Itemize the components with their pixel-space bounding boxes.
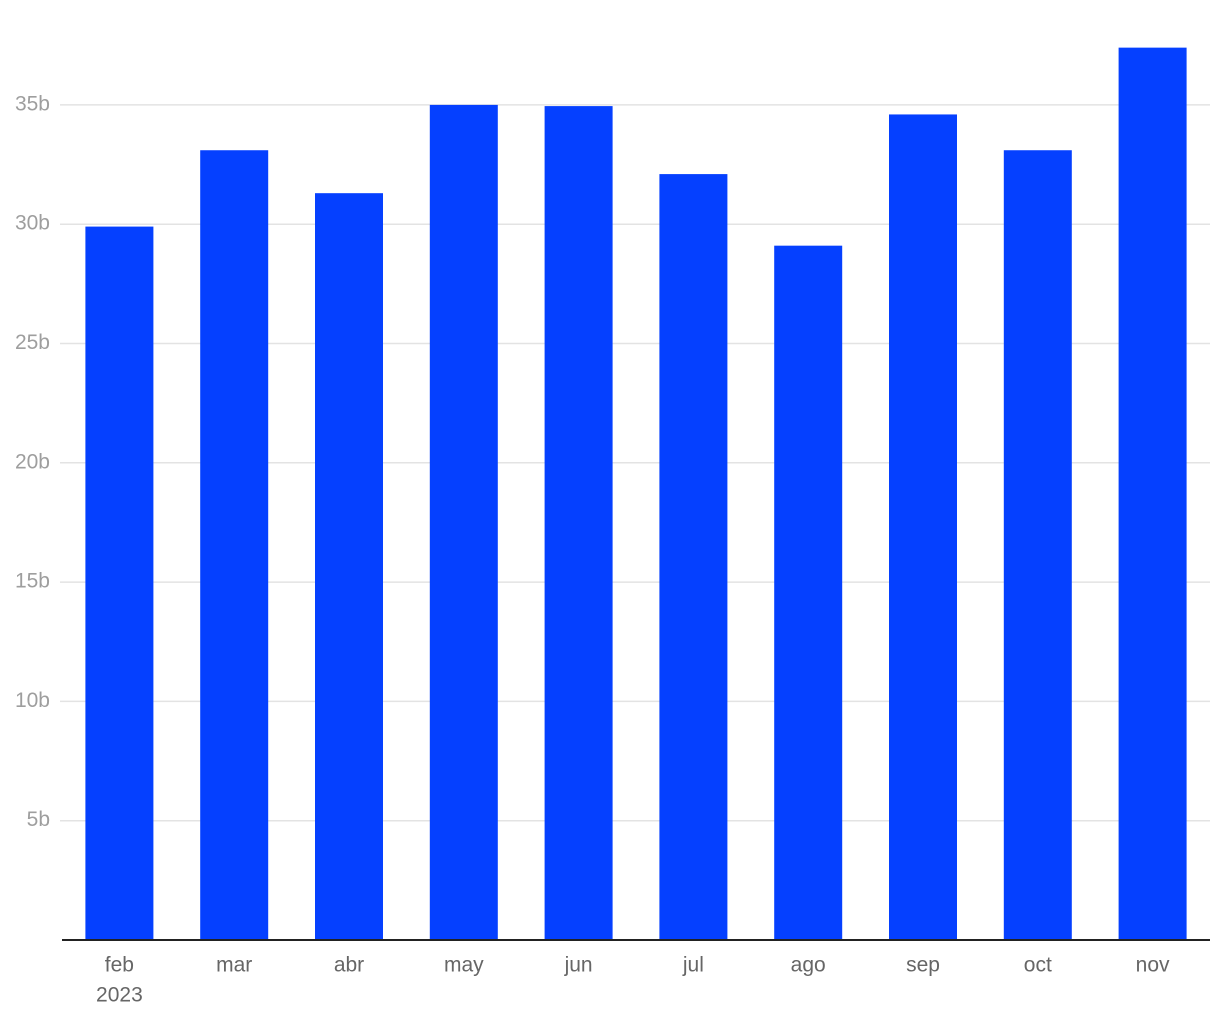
bar [85,226,154,940]
y-tick-label: 20b [15,450,50,473]
bar [1003,150,1072,940]
bar [200,150,269,940]
x-tick-label: may [444,954,484,977]
x-tick-label: sep [906,954,940,977]
bar [1118,47,1187,941]
x-tick-label: abr [334,954,364,977]
x-year-label: 2023 [96,984,143,1007]
label-layer: 5b 10b 15b 20b 25b 30b 35b feb 2023 mar abr may jun j… [15,92,1170,1006]
y-tick-label: 25b [15,331,50,354]
y-tick-label: 5b [27,808,50,831]
bar [315,193,383,940]
x-tick-label: ago [791,954,826,977]
x-tick-label: mar [216,954,252,977]
y-tick-label: 15b [15,570,50,593]
x-tick-label: oct [1024,954,1052,977]
y-tick-label: 30b [15,212,50,235]
x-tick-label: feb [105,954,134,977]
bar-layer [85,47,1187,941]
y-tick-label: 35b [15,92,50,115]
x-tick-label: nov [1136,954,1170,977]
x-tick-label: jul [682,954,704,977]
bar [659,174,728,940]
bar [429,104,498,940]
bar [774,245,843,940]
bar [544,106,613,940]
bar [889,114,957,941]
x-tick-label: jun [564,954,593,977]
y-tick-label: 10b [15,689,50,712]
